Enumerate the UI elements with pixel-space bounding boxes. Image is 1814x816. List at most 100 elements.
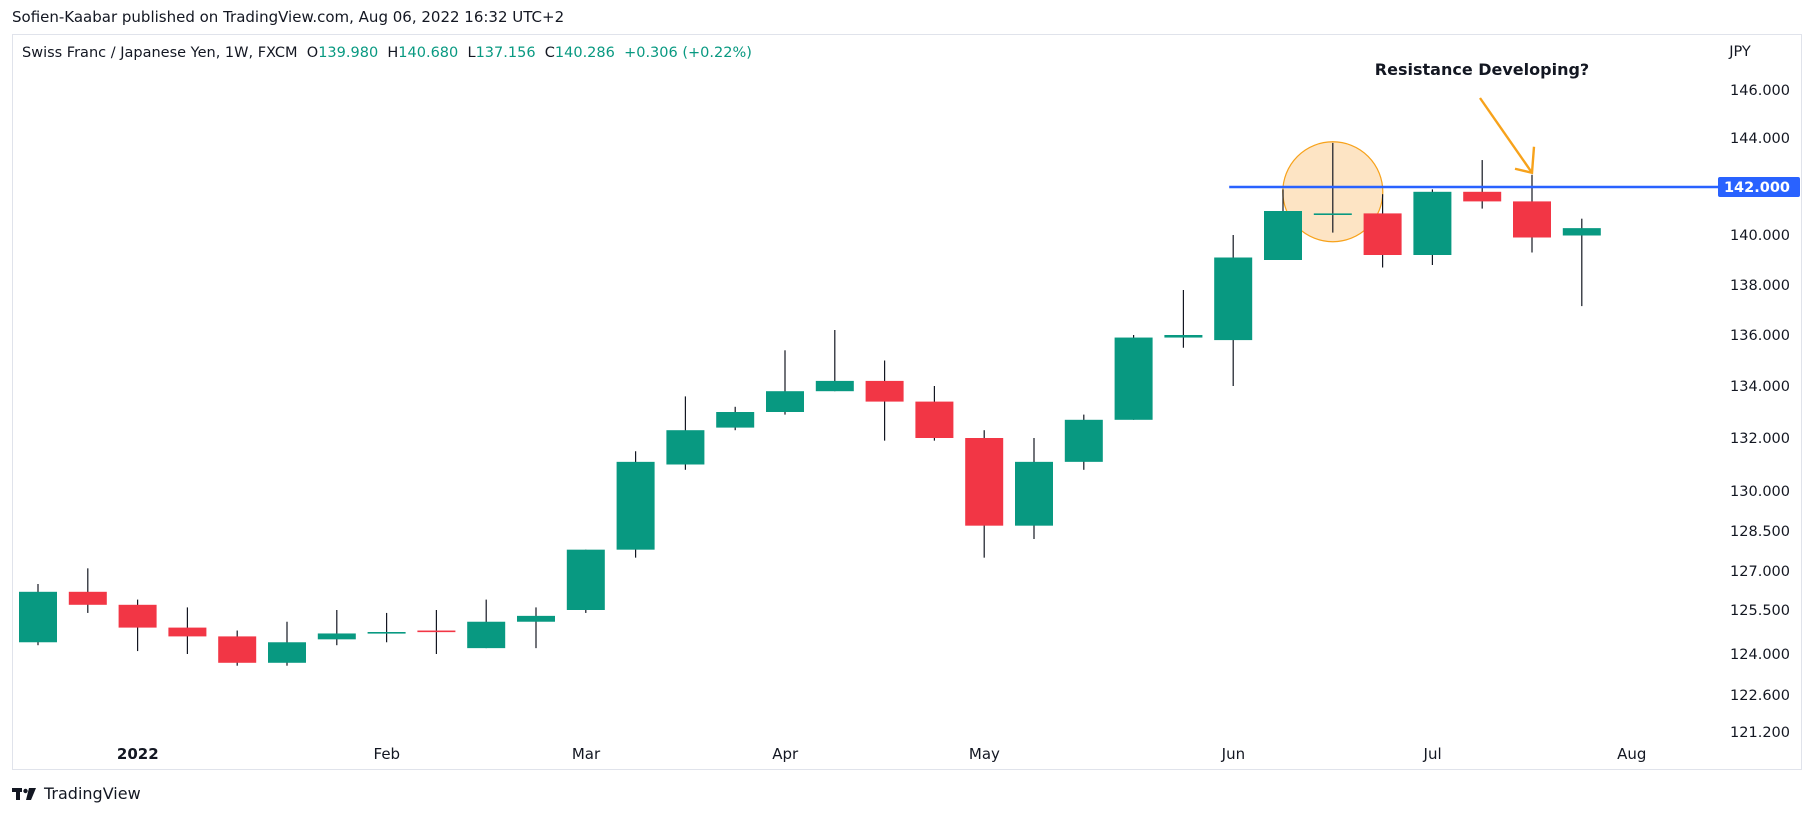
symbol-legend: Swiss Franc / Japanese Yen, 1W, FXCM O13… (22, 45, 752, 61)
candle-body (1214, 257, 1253, 341)
candle (965, 430, 1004, 558)
chart-frame (12, 34, 1802, 770)
y-tick-label: 132.000 (1730, 431, 1790, 447)
x-month-label: Apr (772, 745, 799, 763)
annotation-arrow (1479, 97, 1533, 174)
candle-body (1114, 337, 1153, 420)
candle (915, 386, 954, 441)
x-month-label: May (969, 745, 1000, 763)
candle (19, 584, 57, 646)
resistance-price-label: 142.000 (1724, 180, 1790, 196)
candle (1064, 414, 1103, 470)
candle-body (1463, 191, 1502, 202)
candle-body (1264, 211, 1302, 260)
candle-body (666, 430, 705, 465)
candle-body (417, 630, 456, 633)
candle-body (1313, 213, 1352, 215)
candle (68, 568, 107, 613)
candle-body (865, 380, 904, 402)
candle-body (1164, 335, 1203, 338)
tradingview-brand[interactable]: TradingView (12, 784, 141, 803)
y-tick-label: 144.000 (1730, 131, 1790, 147)
legend-high-label: H (387, 45, 399, 61)
candle (1463, 160, 1502, 209)
legend-high-value: 140.680 (398, 45, 459, 61)
candle-body (68, 591, 107, 605)
y-tick-label: 124.000 (1730, 647, 1790, 663)
candle (118, 599, 157, 652)
candle (1164, 290, 1203, 348)
legend-open-value: 139.980 (318, 45, 379, 61)
candle-body (19, 591, 57, 643)
legend-open-label: O (306, 45, 319, 61)
candle (268, 621, 306, 666)
candle-body (616, 461, 655, 550)
x-month-label: Jun (1221, 745, 1245, 763)
candle (317, 610, 356, 646)
annotation-arrowhead (1514, 146, 1536, 175)
candle (467, 599, 506, 649)
candle-body (168, 627, 207, 637)
candle-body (815, 380, 854, 392)
candle (1264, 189, 1302, 260)
price-axis: JPY 121.200 122.600 124.000 125.500 127.000 12… (1718, 44, 1800, 741)
y-tick-label: 136.000 (1730, 328, 1790, 344)
candle-body (517, 615, 555, 622)
candle-body (965, 438, 1004, 526)
resistance-price-badge (1718, 177, 1800, 197)
legend-close-label: C (544, 45, 555, 61)
publisher-line: Sofien-Kaabar published on TradingView.c… (12, 8, 565, 26)
legend-low-label: L (467, 45, 476, 61)
candle-body (1562, 228, 1601, 236)
candle (168, 607, 207, 654)
x-month-label: Feb (374, 745, 401, 763)
candle-body (566, 549, 605, 610)
legend-close-value: 140.286 (554, 45, 615, 61)
candle (566, 549, 605, 613)
y-tick-label: 134.000 (1730, 379, 1790, 395)
candle-body (317, 633, 356, 640)
y-tick-label: 130.000 (1730, 484, 1790, 500)
candle (1413, 189, 1452, 265)
candle-body (1513, 201, 1551, 238)
brand-name: TradingView (44, 784, 141, 803)
candle-body (367, 632, 406, 634)
candle (666, 396, 705, 470)
candle (1214, 235, 1253, 386)
candle (517, 607, 555, 649)
candle (417, 610, 456, 654)
overlay-layer: Resistance Developing? (1229, 60, 1718, 189)
candle (766, 350, 804, 415)
candle (1363, 194, 1402, 268)
x-month-label: Jul (1423, 745, 1442, 763)
legend-symbol: Swiss Franc / Japanese Yen, 1W, FXCM (22, 45, 298, 61)
time-axis: 2022 Feb Mar Apr May Jun Jul Aug (117, 745, 1647, 763)
legend-change: +0.306 (+0.22%) (624, 45, 752, 61)
candle-body (915, 401, 954, 438)
candle (815, 330, 854, 392)
y-tick-label: 122.600 (1730, 688, 1790, 704)
x-month-label: Aug (1617, 745, 1646, 763)
candle (716, 406, 755, 431)
candle-body (1064, 419, 1103, 462)
y-tick-label: 128.500 (1730, 524, 1790, 540)
y-tick-label: 121.200 (1730, 725, 1790, 741)
candle (1015, 438, 1053, 539)
candle-body (1363, 213, 1402, 255)
candle-body (268, 642, 306, 663)
currency-label: JPY (1728, 44, 1751, 60)
candle (865, 360, 904, 441)
legend-low-value: 137.156 (475, 45, 536, 61)
y-tick-label: 125.500 (1730, 603, 1790, 619)
candle-body (716, 412, 755, 428)
candle-body (467, 621, 506, 649)
x-month-label: Mar (572, 745, 601, 763)
candle (1562, 218, 1601, 307)
candle (1114, 335, 1153, 420)
candle-body (118, 604, 157, 628)
x-month-label: 2022 (117, 745, 159, 763)
y-tick-label: 138.000 (1730, 278, 1790, 294)
candles-layer (19, 141, 1601, 666)
candle (367, 612, 406, 643)
